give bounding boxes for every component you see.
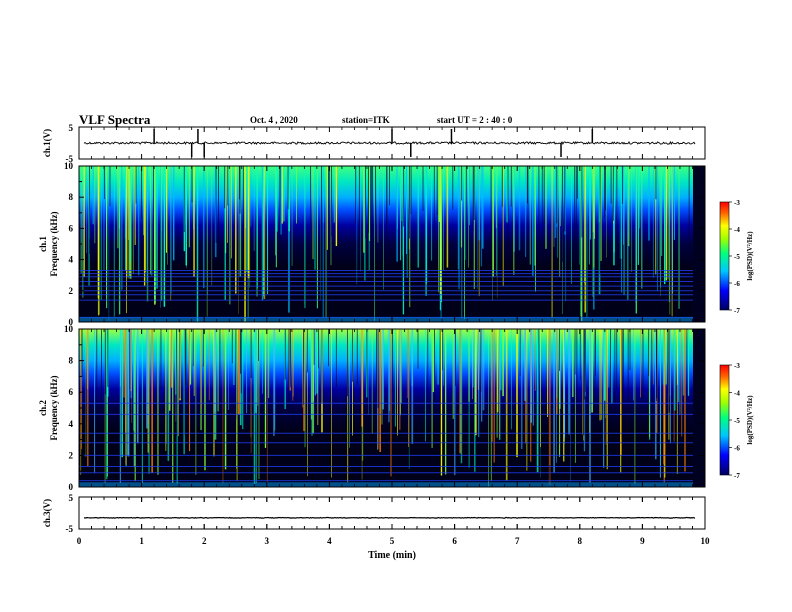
y-tick-label: 10 bbox=[64, 324, 74, 334]
y-axis-label: ch.1(V) bbox=[42, 129, 52, 157]
y-tick-label: -5 bbox=[66, 524, 74, 534]
colorbar-tick-label: -6 bbox=[734, 280, 740, 288]
colorbar-tick-label: -3 bbox=[734, 199, 740, 207]
y-tick-label: 4 bbox=[69, 255, 74, 265]
x-axis-label: Time (min) bbox=[368, 550, 416, 561]
y-axis-label: ch.3(V) bbox=[42, 499, 52, 527]
x-tick-label: 0 bbox=[77, 536, 82, 546]
colorbar bbox=[719, 201, 730, 311]
ch2-spectrogram-sferics bbox=[80, 329, 690, 487]
y-tick-label: 6 bbox=[69, 223, 74, 233]
y-axis-label-frequency: Frequency (kHz) bbox=[49, 375, 59, 440]
x-tick-label: 2 bbox=[202, 536, 207, 546]
colorbar-tick-label: -4 bbox=[734, 390, 740, 398]
y-tick-label: 5 bbox=[69, 493, 74, 503]
figure-title: VLF Spectra bbox=[79, 112, 151, 127]
x-tick-label: 8 bbox=[578, 536, 583, 546]
y-axis-label-frequency: Frequency (kHz) bbox=[49, 211, 59, 276]
ch3-waveform-frame bbox=[78, 496, 706, 530]
start-time-label: start UT = 2 : 40 : 0 bbox=[437, 115, 513, 125]
low-frequency-band bbox=[79, 317, 693, 322]
colorbar-tick-label: -4 bbox=[734, 226, 740, 234]
colorbar-label: log(PSD)(V²/Hz) bbox=[746, 231, 754, 281]
colorbar-label: log(PSD)(V²/Hz) bbox=[746, 395, 754, 445]
x-tick-label: 1 bbox=[139, 536, 144, 546]
x-tick-label: 7 bbox=[515, 536, 520, 546]
colorbar-tick-label: -5 bbox=[734, 417, 740, 425]
x-tick-label: 10 bbox=[701, 536, 711, 546]
y-tick-label: 2 bbox=[69, 450, 74, 460]
y-tick-label: 0 bbox=[69, 317, 74, 327]
y-tick-label: 5 bbox=[69, 123, 74, 133]
y-axis-label-channel: ch.2 bbox=[38, 400, 48, 416]
x-tick-label: 9 bbox=[640, 536, 645, 546]
ch1-spectrogram-sferics bbox=[80, 166, 690, 322]
ch3-waveform-trace bbox=[84, 516, 696, 519]
y-axis-label-channel: ch.1 bbox=[38, 236, 48, 252]
x-tick-label: 6 bbox=[452, 536, 457, 546]
colorbar-tick-label: -6 bbox=[734, 445, 740, 453]
y-tick-label: 6 bbox=[69, 387, 74, 397]
y-tick-label: 8 bbox=[69, 356, 74, 366]
y-tick-label: 2 bbox=[69, 286, 74, 296]
y-tick-label: 0 bbox=[69, 482, 74, 492]
x-tick-label: 5 bbox=[390, 536, 395, 546]
y-tick-label: -5 bbox=[66, 154, 74, 164]
y-tick-label: 10 bbox=[64, 161, 74, 171]
ch1-waveform-trace bbox=[83, 140, 696, 146]
colorbar-tick-label: -7 bbox=[734, 307, 740, 315]
colorbar bbox=[719, 364, 730, 476]
colorbar-tick-label: -7 bbox=[734, 472, 740, 480]
low-frequency-band bbox=[79, 482, 693, 487]
colorbar-tick-label: -3 bbox=[734, 362, 740, 370]
colorbar-tick-label: -5 bbox=[734, 253, 740, 261]
y-tick-label: 8 bbox=[69, 192, 74, 202]
x-tick-label: 3 bbox=[265, 536, 270, 546]
y-tick-label: 4 bbox=[69, 419, 74, 429]
station-label: station=ITK bbox=[342, 115, 390, 125]
date-label: Oct. 4 , 2020 bbox=[250, 115, 298, 125]
x-tick-label: 4 bbox=[327, 536, 332, 546]
